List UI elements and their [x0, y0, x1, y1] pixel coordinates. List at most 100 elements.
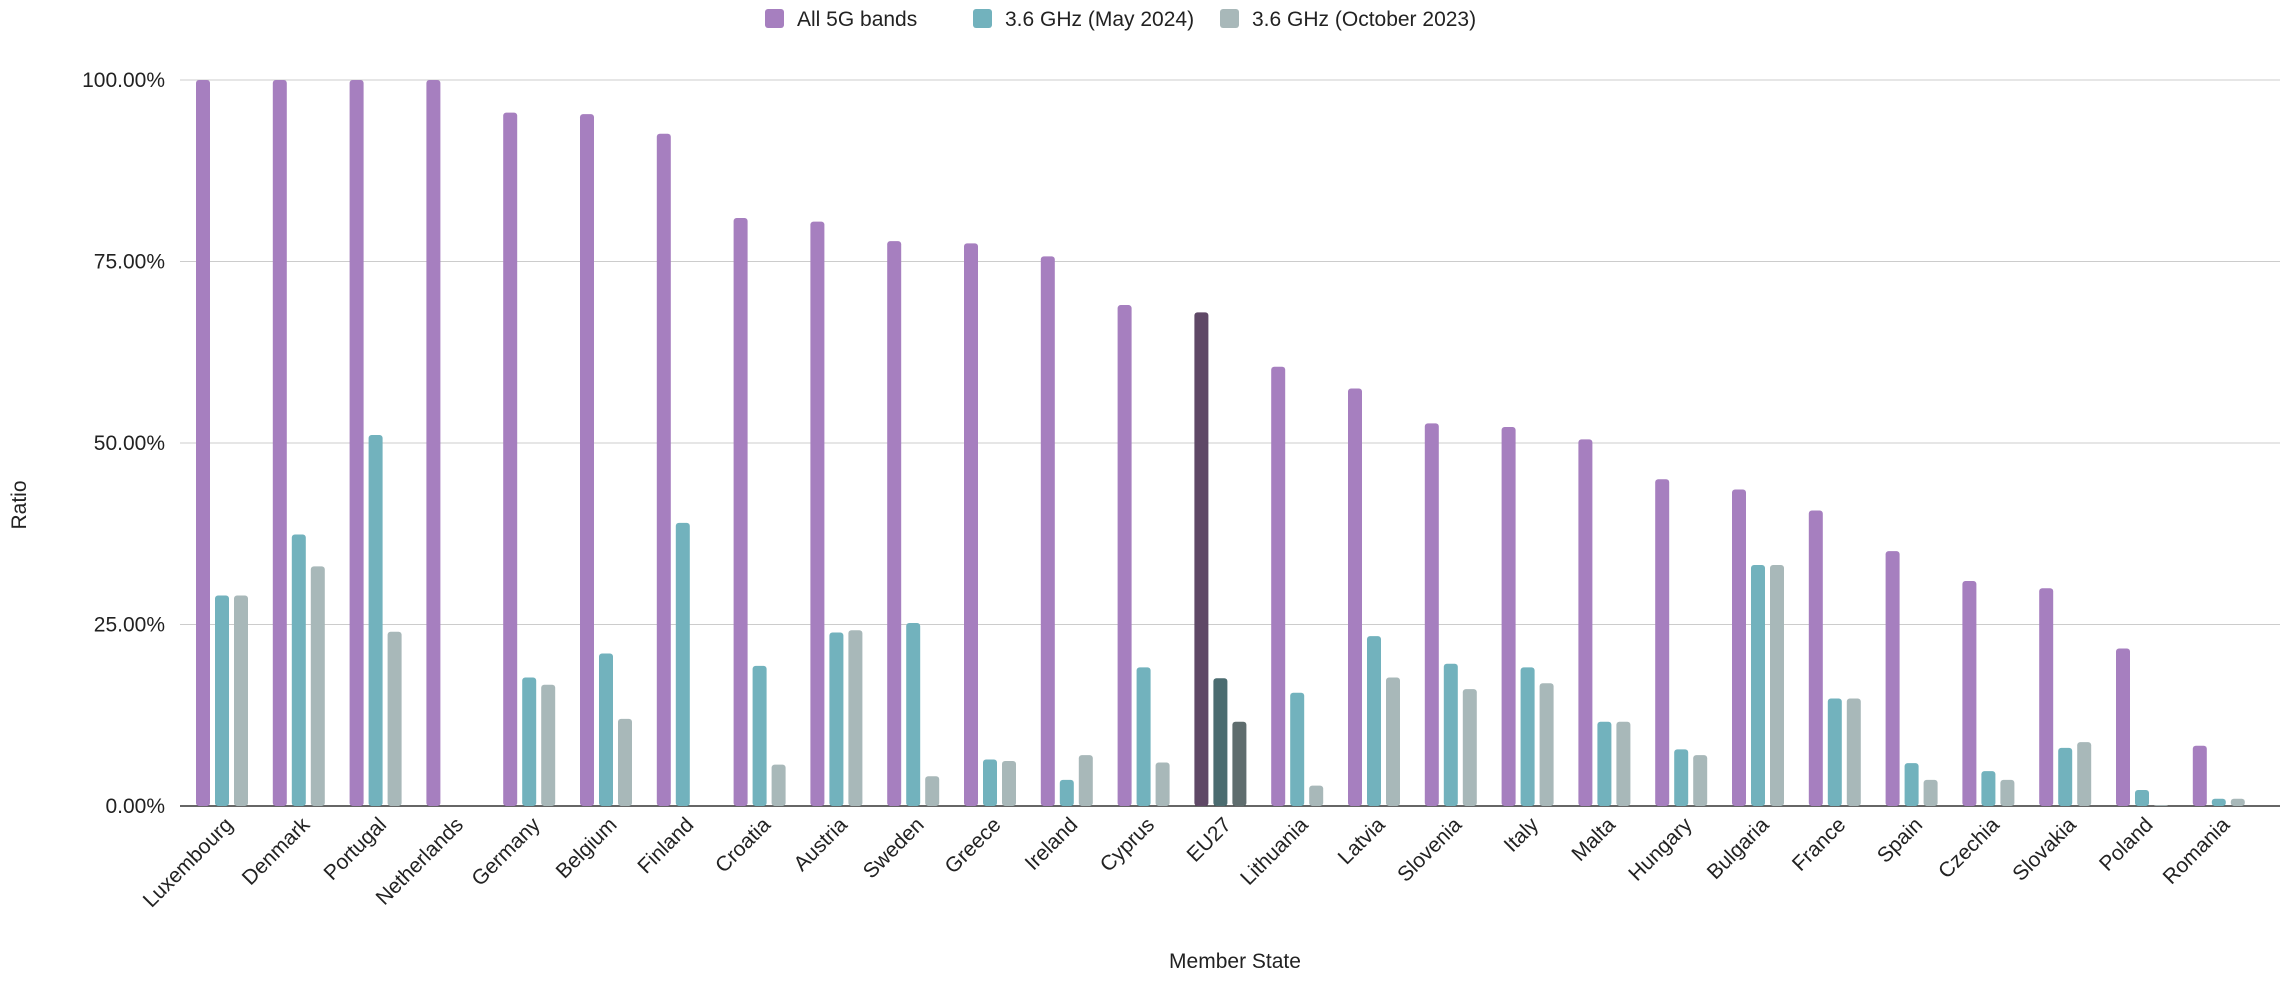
bar-sweden-series-3[interactable]: [925, 776, 940, 806]
bar-denmark-series-2[interactable]: [291, 534, 306, 806]
bar-france-series-3[interactable]: [1846, 698, 1861, 806]
bar-belgium-series-1[interactable]: [580, 114, 594, 806]
bar-greece-series-3[interactable]: [1002, 760, 1016, 806]
bar-italy-series-3[interactable]: [1539, 683, 1554, 806]
bar-cyprus-series-1[interactable]: [1117, 305, 1132, 806]
bar-romania-series-3[interactable]: [2230, 798, 2245, 806]
bar-belgium-series-3[interactable]: [618, 718, 632, 806]
bar-romania-series-1[interactable]: [2192, 745, 2207, 806]
legend[interactable]: All 5G bands 3.6 GHz (May 2024) 3.6 GHz (O…: [765, 8, 1476, 31]
bar-latvia-series-2[interactable]: [1367, 636, 1381, 806]
bar-spain-series-3[interactable]: [1923, 779, 1938, 806]
bar-ireland-series-1[interactable]: [1040, 256, 1055, 807]
bar-czechia-series-2[interactable]: [1981, 771, 1996, 806]
bar-malta-series-3[interactable]: [1616, 721, 1631, 806]
bar-hungary-series-3[interactable]: [1693, 755, 1708, 806]
bar-italy-series-2[interactable]: [1520, 667, 1535, 806]
bar-malta-series-2[interactable]: [1597, 721, 1612, 806]
bar-slovakia-series-2[interactable]: [2058, 747, 2073, 806]
bar-lithuania-series-3[interactable]: [1309, 785, 1324, 806]
bar-austria-series-3[interactable]: [848, 630, 863, 806]
bar-cyprus-series-3[interactable]: [1155, 762, 1170, 806]
bar-germany-series-2[interactable]: [522, 677, 537, 806]
bar-slovenia-series-3[interactable]: [1462, 689, 1477, 806]
bar-spain-series-1[interactable]: [1885, 551, 1900, 806]
bar-finland-series-1[interactable]: [656, 133, 671, 806]
bar-eu27-series-1[interactable]: [1194, 312, 1209, 806]
bar-portugal-series-1[interactable]: [349, 80, 364, 806]
bar-croatia-series-3[interactable]: [771, 764, 786, 806]
x-tick-label: Sweden: [859, 813, 929, 883]
bar-latvia-series-1[interactable]: [1348, 388, 1362, 806]
x-tick-label: Poland: [2095, 813, 2158, 876]
y-tick-label: 75.00%: [94, 251, 165, 274]
x-axis-label: Member State: [1169, 950, 1301, 973]
x-tick-label: Greece: [941, 813, 1006, 878]
bar-slovakia-series-1[interactable]: [2039, 588, 2054, 806]
bar-malta-series-1[interactable]: [1578, 439, 1593, 806]
bar-lithuania-series-2[interactable]: [1290, 692, 1305, 806]
bar-sweden-series-1[interactable]: [887, 241, 902, 806]
bar-netherlands-series-1[interactable]: [426, 80, 441, 806]
bar-denmark-series-1[interactable]: [272, 80, 287, 806]
bar-luxembourg-series-2[interactable]: [215, 595, 229, 806]
legend-label[interactable]: 3.6 GHz (May 2024): [1005, 8, 1194, 31]
bar-portugal-series-3[interactable]: [387, 631, 402, 806]
bar-germany-series-3[interactable]: [541, 684, 556, 806]
bar-italy-series-1[interactable]: [1501, 427, 1516, 806]
bar-poland-series-1[interactable]: [2116, 648, 2130, 806]
bar-sweden-series-2[interactable]: [906, 623, 921, 806]
x-tick-label: Croatia: [711, 813, 775, 877]
y-tick-label: 50.00%: [94, 432, 165, 455]
bar-czechia-series-1[interactable]: [1962, 580, 1977, 806]
bar-ireland-series-2[interactable]: [1059, 779, 1074, 806]
x-tick-label: Austria: [789, 813, 852, 876]
bar-austria-series-1[interactable]: [810, 221, 825, 806]
x-tick-label: Slovenia: [1393, 813, 1466, 886]
bar-croatia-series-1[interactable]: [733, 217, 748, 806]
bar-poland-series-2[interactable]: [2135, 790, 2149, 806]
bar-luxembourg-series-1[interactable]: [196, 80, 210, 806]
bar-bulgaria-series-3[interactable]: [1770, 564, 1784, 806]
bar-hungary-series-2[interactable]: [1674, 749, 1689, 806]
bar-hungary-series-1[interactable]: [1655, 479, 1670, 806]
bar-slovakia-series-3[interactable]: [2077, 742, 2092, 806]
bar-spain-series-2[interactable]: [1904, 763, 1919, 806]
bar-slovenia-series-2[interactable]: [1443, 663, 1458, 806]
bar-greece-series-2[interactable]: [983, 759, 997, 806]
legend-label[interactable]: 3.6 GHz (October 2023): [1252, 8, 1476, 31]
bar-belgium-series-2[interactable]: [599, 653, 613, 806]
bar-france-series-1[interactable]: [1808, 510, 1823, 806]
bar-portugal-series-2[interactable]: [368, 435, 383, 806]
bar-poland-series-3[interactable]: [2154, 805, 2168, 806]
bar-czechia-series-3[interactable]: [2000, 779, 2015, 806]
bar-luxembourg-series-3[interactable]: [234, 595, 248, 806]
bar-latvia-series-3[interactable]: [1386, 677, 1400, 806]
bar-romania-series-2[interactable]: [2211, 798, 2226, 806]
bar-france-series-2[interactable]: [1827, 698, 1842, 806]
x-tick-label: Ireland: [1021, 813, 1083, 875]
legend-swatch: [973, 9, 992, 28]
bar-finland-series-2[interactable]: [675, 522, 690, 806]
bar-bulgaria-series-1[interactable]: [1732, 489, 1746, 806]
bar-eu27-series-3[interactable]: [1232, 721, 1247, 806]
y-tick-label: 100.00%: [82, 69, 165, 92]
bar-denmark-series-3[interactable]: [310, 566, 325, 806]
x-tick-label: Bulgaria: [1703, 813, 1774, 884]
legend-label[interactable]: All 5G bands: [797, 8, 917, 31]
x-tick-label: Cyprus: [1096, 813, 1159, 876]
bar-germany-series-1[interactable]: [503, 112, 518, 807]
x-tick-label: Germany: [467, 813, 545, 891]
bar-ireland-series-3[interactable]: [1078, 755, 1093, 806]
x-tick-label: Denmark: [238, 813, 315, 890]
bar-eu27-series-2[interactable]: [1213, 678, 1228, 806]
bar-cyprus-series-2[interactable]: [1136, 667, 1151, 806]
x-tick-label: Belgium: [552, 813, 622, 883]
bar-slovenia-series-1[interactable]: [1424, 423, 1439, 806]
bar-lithuania-series-1[interactable]: [1271, 366, 1286, 806]
bar-austria-series-2[interactable]: [829, 632, 844, 806]
bar-bulgaria-series-2[interactable]: [1751, 564, 1765, 806]
bar-greece-series-1[interactable]: [964, 243, 978, 807]
bar-croatia-series-2[interactable]: [752, 665, 767, 806]
